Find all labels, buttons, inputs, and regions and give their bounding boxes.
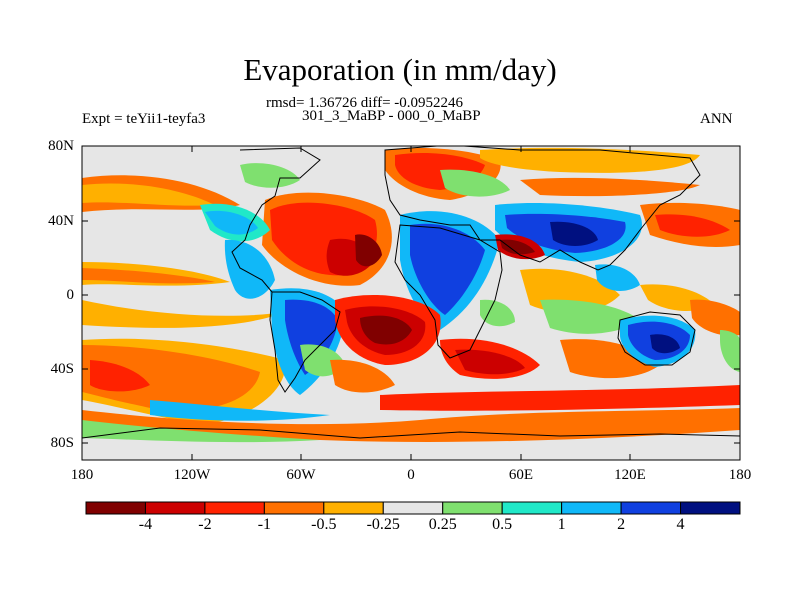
lon-tick-marks bbox=[81, 146, 741, 460]
colorbar-label: 0.5 bbox=[492, 516, 513, 533]
colorbar-box bbox=[323, 501, 384, 515]
coastline-north-america bbox=[231, 147, 321, 293]
coastlines bbox=[82, 146, 740, 439]
lon-tick-label: 0 bbox=[407, 467, 415, 483]
field-region bbox=[540, 299, 640, 334]
colorbar-box bbox=[442, 501, 503, 515]
field-region bbox=[440, 169, 510, 197]
field-region bbox=[82, 408, 740, 442]
map-title: Evaporation (in mm/day) bbox=[243, 52, 557, 87]
field-region bbox=[410, 223, 485, 315]
field-region bbox=[355, 234, 382, 267]
coastline-australia bbox=[617, 311, 696, 366]
lon-tick-label: 120E bbox=[614, 467, 646, 483]
field-region bbox=[224, 239, 275, 299]
field-region bbox=[205, 210, 258, 235]
field-region bbox=[150, 400, 330, 421]
colorbar-label: 1 bbox=[557, 516, 566, 533]
lon-tick-label: 180 bbox=[728, 467, 752, 483]
colorbar-label: -1 bbox=[257, 516, 272, 533]
experiment-label: Expt = teYii1-teyfa3 bbox=[82, 111, 206, 127]
field-region bbox=[380, 385, 740, 411]
field-region bbox=[82, 420, 320, 443]
lon-tick-label: 60W bbox=[286, 467, 316, 483]
colorbar-label: -0.25 bbox=[366, 516, 400, 533]
field-region bbox=[560, 339, 660, 379]
coastline-south-america bbox=[269, 291, 341, 393]
colorbar-box bbox=[561, 501, 622, 515]
lat-tick-label: 80N bbox=[48, 138, 74, 154]
field-region bbox=[240, 163, 300, 188]
field-region bbox=[330, 359, 395, 393]
colorbar-label: 0.25 bbox=[428, 516, 457, 533]
field-layer bbox=[82, 146, 740, 460]
colorbar-box bbox=[680, 501, 741, 515]
field-region bbox=[82, 300, 285, 328]
field-region bbox=[455, 349, 525, 375]
field-region bbox=[82, 345, 260, 411]
lat-tick-label: 0 bbox=[66, 287, 75, 303]
field-region bbox=[595, 264, 640, 292]
coastline-eurasia bbox=[384, 146, 701, 271]
field-region bbox=[285, 299, 338, 375]
lat-tick-marks bbox=[82, 145, 740, 444]
colorbar-label: -2 bbox=[198, 516, 212, 533]
colorbar-label: 4 bbox=[676, 516, 685, 533]
stats-line: rmsd= 1.36726 diff= -0.0952246 bbox=[266, 95, 464, 111]
colorbar-box bbox=[263, 501, 325, 515]
field-region bbox=[480, 299, 515, 327]
lon-tick-label: 60E bbox=[508, 467, 534, 483]
field-region bbox=[655, 214, 730, 237]
colorbar-label: -4 bbox=[138, 516, 153, 533]
lon-tick-label: 120W bbox=[173, 467, 211, 483]
colorbar bbox=[85, 501, 741, 515]
colorbar-box bbox=[204, 501, 265, 515]
colorbar-label: -0.5 bbox=[311, 516, 337, 533]
field-region bbox=[360, 315, 412, 345]
colorbar-box bbox=[382, 501, 444, 515]
field-region bbox=[720, 330, 740, 372]
field-region bbox=[550, 221, 598, 246]
lon-tick-label: 180 bbox=[70, 467, 94, 483]
colorbar-box bbox=[85, 501, 146, 515]
field-region bbox=[82, 268, 215, 284]
lat-tick-label: 80S bbox=[50, 435, 74, 451]
season-label: ANN bbox=[700, 111, 733, 127]
field-region bbox=[690, 299, 740, 336]
field-region bbox=[520, 177, 700, 197]
coastline-africa bbox=[394, 224, 503, 359]
colorbar-box bbox=[620, 501, 682, 515]
colorbar-box bbox=[144, 501, 206, 515]
field-region bbox=[82, 183, 215, 206]
field-region bbox=[90, 360, 150, 392]
lat-tick-label: 40S bbox=[50, 361, 74, 377]
map-subtitle: 301_3_MaBP - 000_0_MaBP bbox=[302, 108, 481, 124]
colorbar-box bbox=[501, 501, 563, 515]
lat-tick-label: 40N bbox=[48, 213, 74, 229]
coastline-antarctica bbox=[82, 427, 740, 439]
colorbar-label: 2 bbox=[617, 516, 626, 533]
field-region bbox=[500, 239, 535, 255]
field-region bbox=[650, 334, 680, 354]
